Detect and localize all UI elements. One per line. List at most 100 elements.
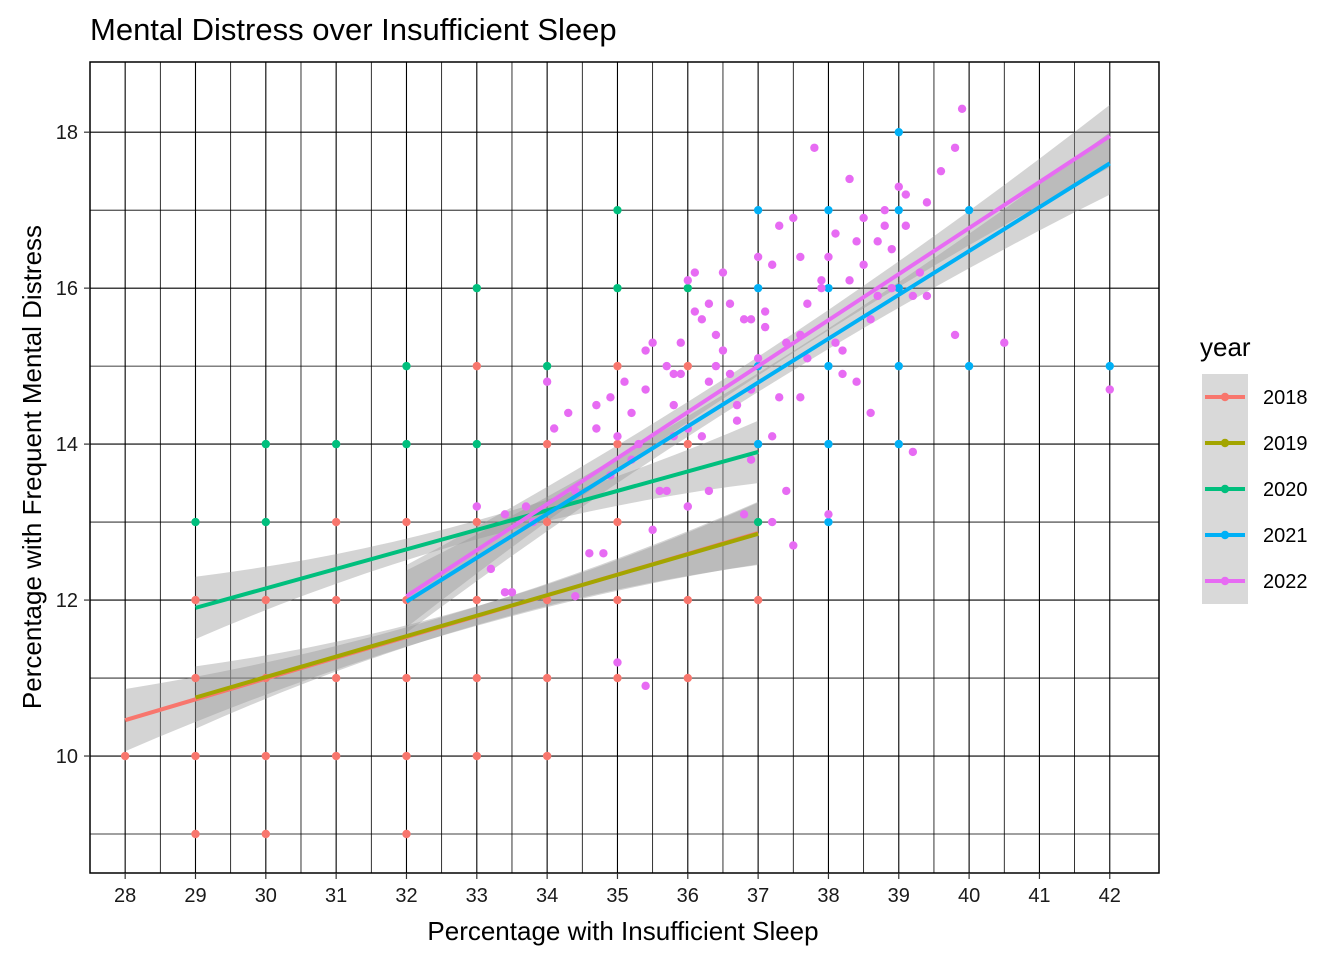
point-2022 bbox=[866, 315, 875, 324]
point-2018 bbox=[542, 673, 552, 683]
point-2020 bbox=[261, 517, 271, 527]
x-tick-label: 41 bbox=[1028, 885, 1050, 907]
point-2022 bbox=[500, 588, 510, 597]
point-2022 bbox=[901, 221, 911, 230]
point-2022 bbox=[606, 393, 615, 402]
point-2022 bbox=[873, 237, 882, 246]
point-2022 bbox=[859, 213, 868, 223]
point-2022 bbox=[866, 408, 875, 418]
point-2022 bbox=[648, 525, 657, 535]
legend-key-point-2022 bbox=[1220, 576, 1230, 586]
point-2020 bbox=[191, 517, 200, 527]
point-2022 bbox=[901, 190, 911, 199]
point-2022 bbox=[683, 276, 692, 285]
point-2021 bbox=[894, 439, 903, 449]
point-2022 bbox=[711, 361, 721, 371]
point-2022 bbox=[810, 143, 819, 152]
x-tick-label: 40 bbox=[958, 885, 980, 907]
legend-title: year bbox=[1200, 332, 1251, 362]
point-2022 bbox=[718, 268, 728, 277]
point-2022 bbox=[767, 260, 777, 269]
point-2022 bbox=[957, 104, 967, 113]
point-2022 bbox=[817, 283, 826, 293]
point-2022 bbox=[753, 354, 763, 363]
point-2022 bbox=[894, 182, 903, 191]
point-2018 bbox=[402, 673, 411, 683]
point-2021 bbox=[824, 517, 833, 527]
point-2018 bbox=[613, 439, 622, 449]
point-2022 bbox=[704, 486, 714, 496]
point-2018 bbox=[683, 673, 692, 683]
point-2022 bbox=[753, 252, 763, 262]
point-2020 bbox=[542, 361, 552, 371]
plot-border bbox=[89, 61, 1160, 874]
point-2021 bbox=[824, 439, 833, 449]
point-2022 bbox=[838, 369, 847, 379]
point-2022 bbox=[564, 408, 573, 418]
y-axis-title: Percentage with Frequent Mental Distress bbox=[17, 225, 47, 709]
fit-line-2021 bbox=[405, 161, 1111, 604]
point-2021 bbox=[894, 283, 903, 293]
point-2021 bbox=[964, 205, 974, 215]
point-2022 bbox=[732, 400, 742, 410]
x-tick-label: 42 bbox=[1099, 885, 1121, 907]
x-tick-label: 37 bbox=[747, 885, 769, 907]
point-2022 bbox=[908, 447, 918, 457]
y-tick-label: 16 bbox=[56, 278, 78, 300]
point-2022 bbox=[662, 361, 671, 371]
point-2018 bbox=[191, 595, 200, 605]
legend-label-2022: 2022 bbox=[1263, 571, 1308, 593]
point-2022 bbox=[775, 393, 784, 402]
point-2022 bbox=[767, 432, 777, 441]
point-2020 bbox=[402, 439, 411, 449]
point-2018 bbox=[331, 595, 341, 605]
point-2018 bbox=[261, 751, 271, 761]
point-2018 bbox=[191, 751, 200, 761]
point-2022 bbox=[796, 252, 805, 262]
point-2022 bbox=[592, 400, 601, 410]
legend-key-point-2020 bbox=[1220, 484, 1230, 494]
point-2020 bbox=[613, 283, 622, 293]
point-2020 bbox=[753, 517, 763, 527]
point-2022 bbox=[803, 354, 812, 363]
x-tick-label: 34 bbox=[536, 885, 558, 907]
point-2022 bbox=[880, 205, 889, 215]
point-2022 bbox=[922, 291, 932, 301]
point-2022 bbox=[669, 369, 678, 379]
point-2022 bbox=[472, 502, 482, 511]
point-2022 bbox=[746, 315, 756, 324]
point-2018 bbox=[472, 673, 482, 683]
y-tick-label: 10 bbox=[56, 746, 78, 768]
point-2020 bbox=[683, 283, 692, 293]
point-2018 bbox=[120, 751, 130, 761]
point-2022 bbox=[613, 658, 622, 667]
point-2022 bbox=[592, 424, 601, 433]
point-2018 bbox=[331, 673, 341, 683]
point-2018 bbox=[261, 829, 271, 839]
point-2022 bbox=[845, 174, 854, 184]
point-2018 bbox=[683, 595, 692, 605]
x-tick-label: 28 bbox=[114, 885, 136, 907]
point-2022 bbox=[789, 213, 798, 223]
point-2018 bbox=[613, 517, 622, 527]
point-2022 bbox=[725, 299, 735, 308]
point-2022 bbox=[648, 338, 657, 347]
point-2022 bbox=[873, 291, 882, 301]
point-2020 bbox=[472, 283, 482, 293]
point-2021 bbox=[824, 283, 833, 293]
y-tick-label: 14 bbox=[56, 434, 78, 456]
point-2022 bbox=[641, 346, 650, 355]
point-2018 bbox=[261, 595, 271, 605]
point-2020 bbox=[331, 439, 341, 449]
point-2022 bbox=[718, 346, 728, 355]
point-2018 bbox=[472, 595, 482, 605]
point-2022 bbox=[739, 315, 749, 324]
data-points bbox=[120, 104, 1114, 839]
point-2021 bbox=[894, 205, 903, 215]
x-tick-label: 35 bbox=[606, 885, 628, 907]
point-2018 bbox=[683, 439, 692, 449]
point-2018 bbox=[613, 673, 622, 683]
point-2022 bbox=[683, 502, 692, 511]
point-2022 bbox=[739, 510, 749, 519]
